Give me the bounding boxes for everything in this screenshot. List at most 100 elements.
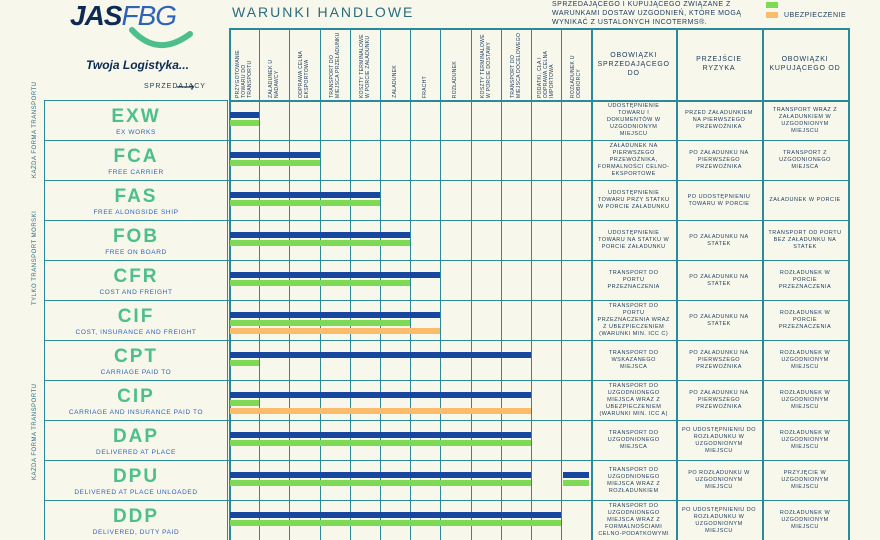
- incoterm-ddp[interactable]: DDP DELIVERED, DUTY PAID: [44, 506, 228, 537]
- responsibility-bar-green: [230, 280, 411, 286]
- legend-swatch: [766, 12, 778, 18]
- cell-buyer: ROZŁADUNEK W UZGODNIONYM MIEJSCU: [779, 510, 831, 530]
- tagline: Twoja Logistyka...: [86, 58, 189, 72]
- grid-line: [44, 340, 850, 341]
- arrow-right-icon: ⟶: [176, 80, 195, 95]
- incoterm-dap[interactable]: DAP DELIVERED AT PLACE: [44, 426, 228, 457]
- grid-line: [44, 420, 850, 421]
- responsibility-bar-unloading-green: [563, 480, 590, 486]
- cell-risk: PO ZAŁADUNKU NA PIERWSZEGO PRZEWOŹNIKA: [689, 390, 749, 410]
- column-header-label: PRZYGOTOWANIE TOWARU DO TRANSPORTU: [235, 49, 254, 98]
- incoterm-fas[interactable]: FAS FREE ALONGSIDE SHIP: [44, 186, 228, 217]
- responsibility-bar-blue: [230, 472, 531, 478]
- incoterm-name: FREE CARRIER: [108, 169, 164, 176]
- incoterm-exw[interactable]: EXW EX WORKS: [44, 106, 228, 137]
- incoterm-fob[interactable]: FOB FREE ON BOARD: [44, 226, 228, 257]
- responsibility-bar-blue: [230, 392, 531, 398]
- cell-risk: PRZED ZAŁADUNKIEM NA PIERWSZEGO PRZEWOŹN…: [685, 110, 753, 130]
- incoterm-code: EXW: [111, 106, 161, 127]
- incoterm-dpu[interactable]: DPU DELIVERED AT PLACE UNLOADED: [44, 466, 228, 497]
- cell-buyer: ROZŁADUNEK W UZGODNIONYM MIEJSCU: [779, 390, 831, 410]
- column-header-label: KOSZTY TERMINALOWE W PORCIE ZAŁADUNKU: [358, 34, 371, 98]
- incoterm-cfr[interactable]: CFR COST AND FREIGHT: [44, 266, 228, 297]
- incoterm-code: FCA: [113, 146, 159, 167]
- logo-swoosh-icon: [129, 27, 193, 49]
- cell-buyer: ROZŁADUNEK W UZGODNIONYM MIEJSCU: [779, 430, 831, 450]
- responsibility-bar-green: [230, 120, 260, 126]
- cell-seller: ZAŁADUNEK NA PIERWSZEGO PRZEWOŹNIKA, FOR…: [597, 143, 670, 177]
- column-header-label: FRACHT: [422, 75, 429, 98]
- cell-risk: PO ROZŁADUNKU W UZGODNIONYM MIEJSCU: [688, 470, 750, 490]
- incoterm-name: FREE ON BOARD: [105, 249, 167, 256]
- grid-line: [229, 28, 850, 30]
- cell-risk: PO ZAŁADUNKU NA PIERWSZEGO PRZEWOŹNIKA: [689, 350, 749, 370]
- column-header: TRANSPORT DO MIEJSCA DOCELOWEGO: [501, 28, 531, 100]
- grid-line: [44, 260, 850, 261]
- responsibility-bar-green: [230, 200, 380, 206]
- cell-buyer: TRANSPORT WRAZ Z ZAŁADUNKIEM W UZGODNION…: [772, 106, 838, 134]
- page-title: WARUNKI HANDLOWE: [232, 4, 415, 20]
- cell-buyer: ROZŁADUNEK W UZGODNIONYM MIEJSCU: [779, 350, 831, 370]
- responsibility-bar-blue: [230, 232, 411, 238]
- logo-fbg: FBG: [121, 0, 177, 31]
- side-label-any-transport-top: KAŻDA FORMA TRANSPORTU: [32, 81, 38, 178]
- side-label-any-transport-bottom: KAŻDA FORMA TRANSPORTU: [32, 383, 38, 480]
- incoterm-cif[interactable]: CIF COST, INSURANCE AND FREIGHT: [44, 306, 228, 337]
- column-header-label: ROZŁADUNEK U ODBIORCY: [570, 55, 583, 98]
- grid-line: [44, 300, 850, 301]
- incoterm-name: FREE ALONGSIDE SHIP: [93, 209, 179, 216]
- incoterm-code: CIF: [117, 306, 155, 327]
- cell-buyer: ROZŁADUNEK W PORCIE PRZEZNACZENIA: [778, 270, 832, 290]
- seller-label: SPRZEDAJĄCY: [144, 83, 206, 90]
- logo[interactable]: JASFBG: [70, 0, 177, 32]
- incoterm-cip[interactable]: CIP CARRIAGE AND INSURANCE PAID TO: [44, 386, 228, 417]
- cell-buyer: TRANSPORT OD PORTU BEZ ZAŁADUNKU NA STAT…: [768, 230, 842, 250]
- column-header: KOSZTY TERMINALOWE W PORCIE ZAŁADUNKU: [350, 28, 380, 100]
- column-header-label: ZAŁADUNEK U NADAWCY: [268, 59, 281, 98]
- legend: UBEZPIECZENIE: [766, 0, 846, 20]
- column-header: TRANSPORT DO MIEJSCA PRZEŁADUNKU: [320, 28, 350, 100]
- grid-line: [44, 460, 850, 461]
- responsibility-bar-orange: [230, 408, 531, 414]
- incoterm-name: COST, INSURANCE AND FREIGHT: [75, 329, 197, 336]
- cell-seller: TRANSPORT DO UZGODNIONEGO MIEJSCA: [607, 430, 660, 450]
- incoterm-code: DPU: [112, 466, 160, 487]
- grid-line: [44, 140, 850, 141]
- cell-buyer: PRZYJĘCIE W UZGODNIONYM MIEJSCU: [781, 470, 829, 490]
- cell-seller: TRANSPORT DO PORTU PRZEZNACZENIA: [607, 270, 660, 290]
- grid-line: [762, 28, 764, 540]
- grid-line: [471, 28, 472, 540]
- grid-line: [410, 28, 411, 540]
- incoterm-fca[interactable]: FCA FREE CARRIER: [44, 146, 228, 177]
- cell-seller: TRANSPORT DO PORTU PRZEZNACZENIA WRAZ Z …: [597, 303, 670, 337]
- responsibility-bar-green: [230, 240, 411, 246]
- cell-risk: PO UDOSTĘPNIENIU DO ROZŁADUNKU W UZGODNI…: [682, 426, 756, 454]
- responsibility-bar-orange: [230, 328, 441, 334]
- column-header: ZAŁADUNEK U NADAWCY: [259, 28, 289, 100]
- cell-risk: PO UDOSTĘPNIENIU DO ROZŁADUNKU W UZGODNI…: [682, 506, 756, 534]
- cell-risk: PO ZAŁADUNKU NA STATEK: [689, 273, 749, 287]
- responsibility-bar-green: [230, 480, 531, 486]
- grid-line: [501, 28, 502, 540]
- incoterm-name: CARRIAGE AND INSURANCE PAID TO: [68, 409, 204, 416]
- column-header-label: KOSZTY TERMINALOWE W PORCIE DOSTAWY: [479, 34, 492, 98]
- terms-panel: [44, 100, 228, 540]
- grid-line: [848, 28, 850, 540]
- grid-line: [229, 100, 850, 102]
- grid-line: [591, 28, 593, 540]
- cell-seller: TRANSPORT DO UZGODNIONEGO MIEJSCA WRAZ Z…: [599, 383, 668, 417]
- grid-line: [531, 28, 532, 540]
- column-header: ROZŁADUNEK: [440, 28, 470, 100]
- incoterm-code: DDP: [112, 506, 160, 527]
- legend-item: [766, 0, 846, 10]
- grid-line: [561, 28, 562, 540]
- incoterm-name: DELIVERED, DUTY PAID: [92, 529, 180, 536]
- column-header: ZAŁADUNEK: [380, 28, 410, 100]
- legend-swatch: [766, 2, 778, 8]
- column-header: ODPRAWA CELNA EKSPORTOWA: [289, 28, 319, 100]
- cell-seller: UDOSTĘPNIENIE TOWARU NA STATKU W PORCIE …: [598, 230, 670, 250]
- cell-seller: TRANSPORT DO UZGODNIONEGO MIEJSCA WRAZ Z…: [598, 503, 670, 537]
- incoterm-cpt[interactable]: CPT CARRIAGE PAID TO: [44, 346, 228, 377]
- column-header: PRZYGOTOWANIE TOWARU DO TRANSPORTU: [229, 28, 259, 100]
